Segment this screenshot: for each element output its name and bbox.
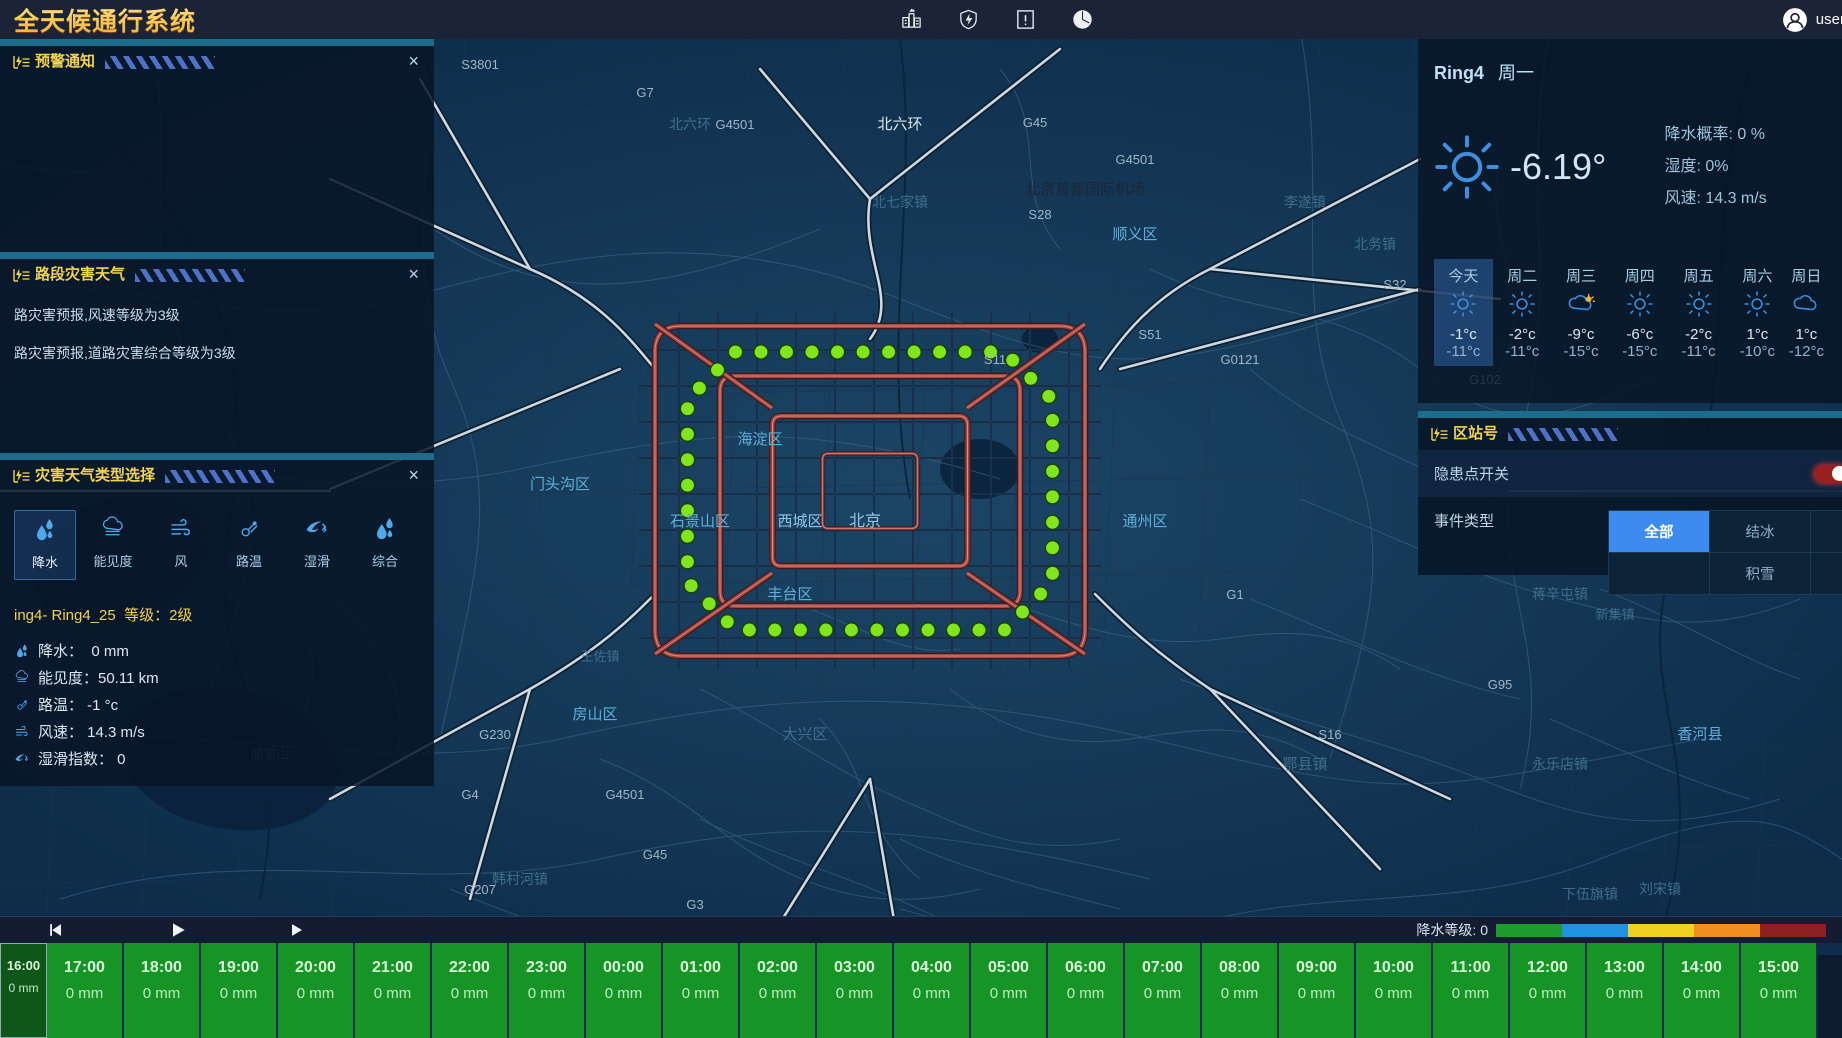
svg-text:S16: S16 [1318,727,1341,742]
svg-text:香河县: 香河县 [1677,726,1722,743]
svg-text:李遂镇: 李遂镇 [1284,194,1326,210]
svg-text:鄂县镇: 鄂县镇 [1282,756,1327,773]
svg-text:S51: S51 [1138,327,1161,342]
svg-text:门头沟区: 门头沟区 [530,476,590,493]
svg-text:刘宋镇: 刘宋镇 [1639,881,1681,897]
svg-text:G4501: G4501 [715,117,754,132]
svg-text:韩村河镇: 韩村河镇 [492,871,548,887]
svg-text:石景山区: 石景山区 [670,513,730,530]
svg-text:G95: G95 [1488,677,1513,692]
svg-text:下伍旗镇: 下伍旗镇 [1562,886,1618,902]
svg-text:蒋辛屯镇: 蒋辛屯镇 [1532,586,1588,602]
svg-text:G3: G3 [686,897,703,912]
svg-text:大兴区: 大兴区 [782,726,827,743]
svg-text:S32: S32 [1383,277,1406,292]
svg-text:王佐镇: 王佐镇 [580,649,619,664]
svg-text:海淀区: 海淀区 [737,431,782,448]
svg-text:S11: S11 [984,352,1006,367]
svg-text:G45: G45 [643,847,668,862]
svg-text:新集镇: 新集镇 [1595,607,1634,622]
svg-text:北京: 北京 [849,512,881,530]
svg-text:G4501: G4501 [605,787,644,802]
svg-text:北七家镇: 北七家镇 [872,194,928,210]
svg-text:G45: G45 [1023,115,1048,130]
svg-text:G0121: G0121 [1220,352,1259,367]
svg-text:S28: S28 [1028,207,1051,222]
svg-text:北六环: 北六环 [877,116,922,133]
svg-text:G230: G230 [479,727,511,742]
svg-text:S3801: S3801 [461,57,499,72]
svg-text:北六环: 北六环 [669,116,711,132]
svg-text:顺义区: 顺义区 [1112,226,1157,243]
svg-text:永乐店镇: 永乐店镇 [1532,756,1588,772]
svg-text:G4: G4 [461,787,478,802]
svg-text:G207: G207 [464,882,496,897]
svg-text:西城区: 西城区 [777,513,822,530]
svg-text:G1: G1 [1226,587,1243,602]
svg-text:北务镇: 北务镇 [1354,236,1396,252]
svg-text:北京首都国际机场: 北京首都国际机场 [1025,181,1145,198]
svg-text:通州区: 通州区 [1122,513,1167,530]
svg-text:房山区: 房山区 [572,706,617,723]
svg-text:丰台区: 丰台区 [767,586,812,603]
svg-text:G4501: G4501 [1115,152,1154,167]
svg-text:G7: G7 [636,85,653,100]
